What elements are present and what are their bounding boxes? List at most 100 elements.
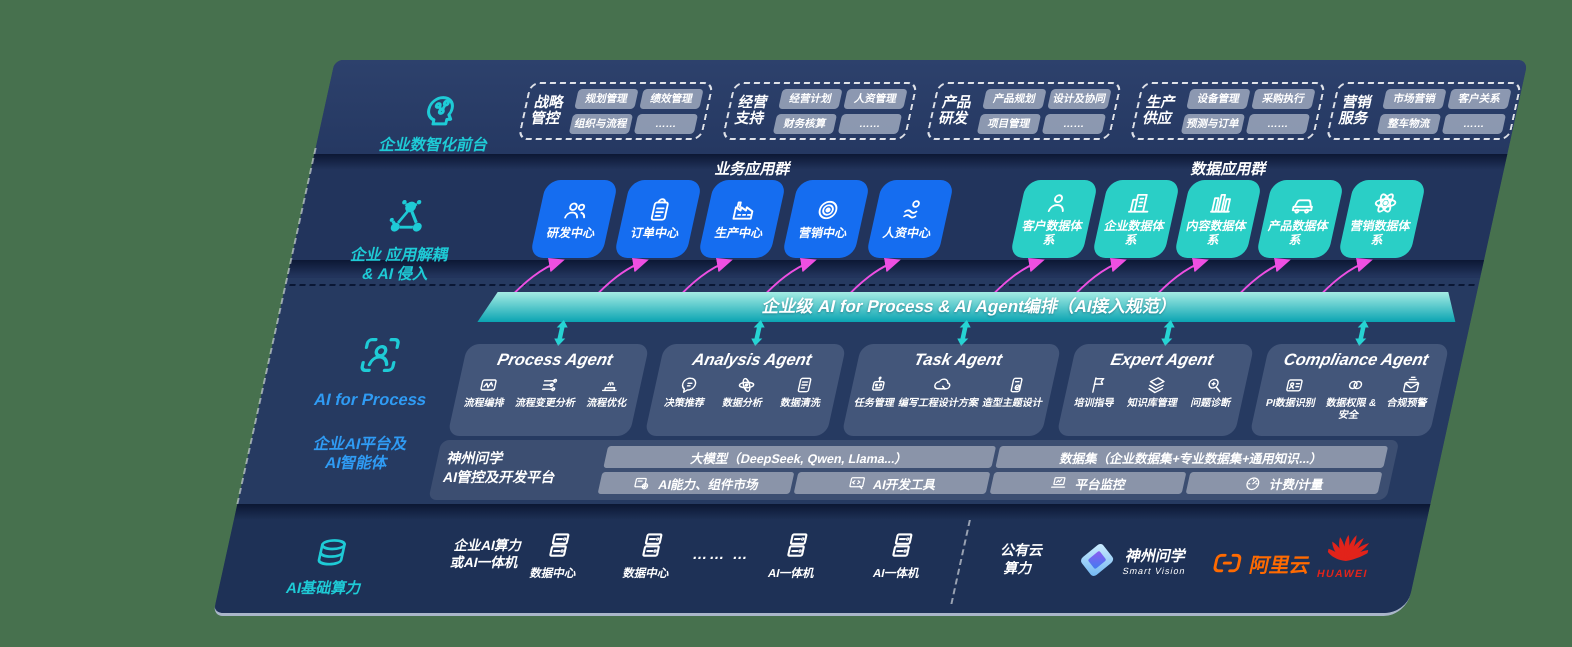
- front-group-operation: 经营支持 经营计划 人资管理 财务核算 ……: [721, 82, 919, 140]
- vendor-name: 阿里云: [1247, 554, 1313, 577]
- group-item: 组织与流程: [568, 113, 634, 134]
- vendor-name: HUAWEI: [1315, 568, 1370, 580]
- monitor-icon: [1051, 477, 1066, 488]
- front-group-supply: 生产供应 设备管理 采购执行 预测与订单 ……: [1129, 82, 1327, 140]
- tile-order-center: 订单中心: [613, 180, 703, 258]
- agent-item-label: 编写工程设计方案: [897, 398, 980, 409]
- group-item: 客户关系: [1447, 88, 1512, 109]
- server-icon: [642, 533, 663, 557]
- group-title: 战略管控: [529, 94, 566, 127]
- front-group-strategy: 战略管控 规划管理 绩效管理 组织与流程 ……: [517, 82, 715, 140]
- server-icon: [549, 533, 570, 557]
- group-item: ……: [1041, 113, 1107, 134]
- expert-agent-panel: Expert Agent 培训指导 知识库管理 问题诊断: [1056, 344, 1255, 436]
- agent-item-label: 数据清洗: [779, 398, 822, 409]
- ai-section-label-block: AI for Process 企业AI平台及 AI智能体: [265, 312, 475, 493]
- datacenter-node: 数据中心: [516, 530, 597, 581]
- person-icon: [1047, 194, 1064, 213]
- flow-change-icon: [542, 378, 558, 392]
- tile-marketing-data: 营销数据体系: [1337, 180, 1427, 258]
- group-item: ……: [633, 113, 699, 134]
- tile-label: 客户数据体系: [1020, 219, 1085, 247]
- tile-marketing-center: 营销中心: [781, 180, 871, 258]
- group-item: ……: [1441, 113, 1507, 134]
- vendor-alibaba-cloud: 阿里云: [1209, 548, 1314, 578]
- knowledge-icon: [1148, 377, 1165, 394]
- group-title: 生产供应: [1141, 94, 1178, 127]
- agent-item-label: 合规预警: [1385, 398, 1429, 409]
- agent-item-label: 决策推荐: [663, 398, 706, 409]
- tile-label: 订单中心: [629, 226, 681, 241]
- agent-title: Compliance Agent: [1281, 351, 1431, 369]
- agent-item-label: 流程变更分析: [514, 398, 577, 409]
- tile-label: 生产中心: [713, 226, 765, 241]
- front-office-label: 企业数智化前台: [377, 137, 490, 154]
- group-item: 绩效管理: [639, 88, 704, 109]
- model-bar: 大模型（DeepSeek, Qwen, Llama...）: [603, 446, 997, 468]
- factory-icon: [732, 201, 754, 220]
- id-card-icon: [1286, 379, 1303, 392]
- infra-label: AI基础算力: [284, 580, 364, 597]
- data-apps-header: 数据应用群: [1189, 161, 1269, 178]
- group-item: 市场营销: [1382, 88, 1447, 109]
- group-title: 经营支持: [733, 94, 770, 127]
- process-agent-panel: Process Agent 流程编排 流程变更分析 流程优化: [447, 344, 650, 436]
- tile-enterprise-data: 企业数据体系: [1091, 180, 1181, 258]
- tile-label: 研发中心: [545, 226, 597, 241]
- agent-title: Task Agent: [912, 351, 1004, 369]
- billing-cell: 计费/计量: [1185, 472, 1383, 494]
- permission-icon: [1348, 380, 1362, 390]
- compliance-agent-panel: Compliance Agent PI数据识别 数据权限 & 安全 合规预警: [1249, 344, 1450, 436]
- group-item: 人资管理: [843, 88, 908, 109]
- tile-rd-center: 研发中心: [529, 180, 619, 258]
- ai-for-process-label: AI for Process: [312, 391, 429, 409]
- car-icon: [1291, 199, 1313, 214]
- tile-customer-data: 客户数据体系: [1009, 180, 1099, 258]
- vendor-huawei: HUAWEI: [1316, 526, 1379, 580]
- platform-management-panel: 神州问学 AI管控及开发平台 大模型（DeepSeek, Qwen, Llama…: [428, 440, 1400, 500]
- tile-content-data: 内容数据体系: [1173, 180, 1263, 258]
- group-item: 财务核算: [772, 113, 838, 134]
- front-group-product: 产品研发 产品规划 设计及协同 项目管理 ……: [925, 82, 1123, 140]
- vendor-smartvision: 神州问学 Smart Vision: [1073, 540, 1193, 580]
- person-motion-icon: [903, 200, 920, 219]
- tile-production-center: 生产中心: [697, 180, 787, 258]
- tile-hr-center: 人资中心: [865, 180, 955, 258]
- vendor-name: 神州问学: [1124, 547, 1188, 565]
- component-market-icon: [634, 477, 649, 490]
- agent-item-label: 培训指导: [1072, 398, 1116, 409]
- agent-item-label: 流程优化: [585, 398, 628, 409]
- cell-label: 计费/计量: [1268, 477, 1325, 492]
- front-office-label-block: 企业数智化前台: [345, 68, 534, 175]
- decoupling-label-block: 企业 应用解耦 & AI 侵入: [306, 176, 499, 305]
- agent-item-label: 知识库管理: [1126, 398, 1179, 409]
- smartvision-logo-icon: [1081, 544, 1114, 576]
- tile-label: 内容数据体系: [1184, 219, 1249, 247]
- gauge-icon: [1246, 477, 1260, 491]
- agent-title: Process Agent: [495, 351, 615, 369]
- node-label: 数据中心: [621, 568, 671, 580]
- tile-label: 营销数据体系: [1348, 219, 1413, 247]
- database-icon: [317, 539, 346, 566]
- server-icon: [892, 533, 913, 557]
- group-item: 设计及协同: [1047, 88, 1112, 109]
- tile-product-data: 产品数据体系: [1255, 180, 1345, 258]
- agent-title: Expert Agent: [1109, 351, 1216, 369]
- double-arrow-icon: [1355, 320, 1369, 346]
- theme-design-icon: [1010, 377, 1023, 393]
- double-arrow-icon: [957, 320, 971, 346]
- group-item: 产品规划: [982, 88, 1047, 109]
- columns-icon: [1209, 194, 1231, 213]
- alibaba-cloud-logo-icon: [1213, 553, 1242, 573]
- server-icon: [787, 533, 808, 557]
- ellipsis-nodes: …… …: [690, 546, 752, 563]
- flow-optimize-icon: [602, 381, 618, 392]
- cell-label: 平台监控: [1074, 477, 1128, 492]
- scan-person-icon: [360, 338, 400, 372]
- group-item: 采购执行: [1251, 88, 1316, 109]
- ai-appliance-node: AI一体机: [754, 530, 835, 581]
- cell-label: AI开发工具: [871, 477, 938, 492]
- building-icon: [1127, 194, 1149, 213]
- double-arrow-icon: [751, 320, 765, 346]
- group-title: 营销服务: [1337, 94, 1374, 127]
